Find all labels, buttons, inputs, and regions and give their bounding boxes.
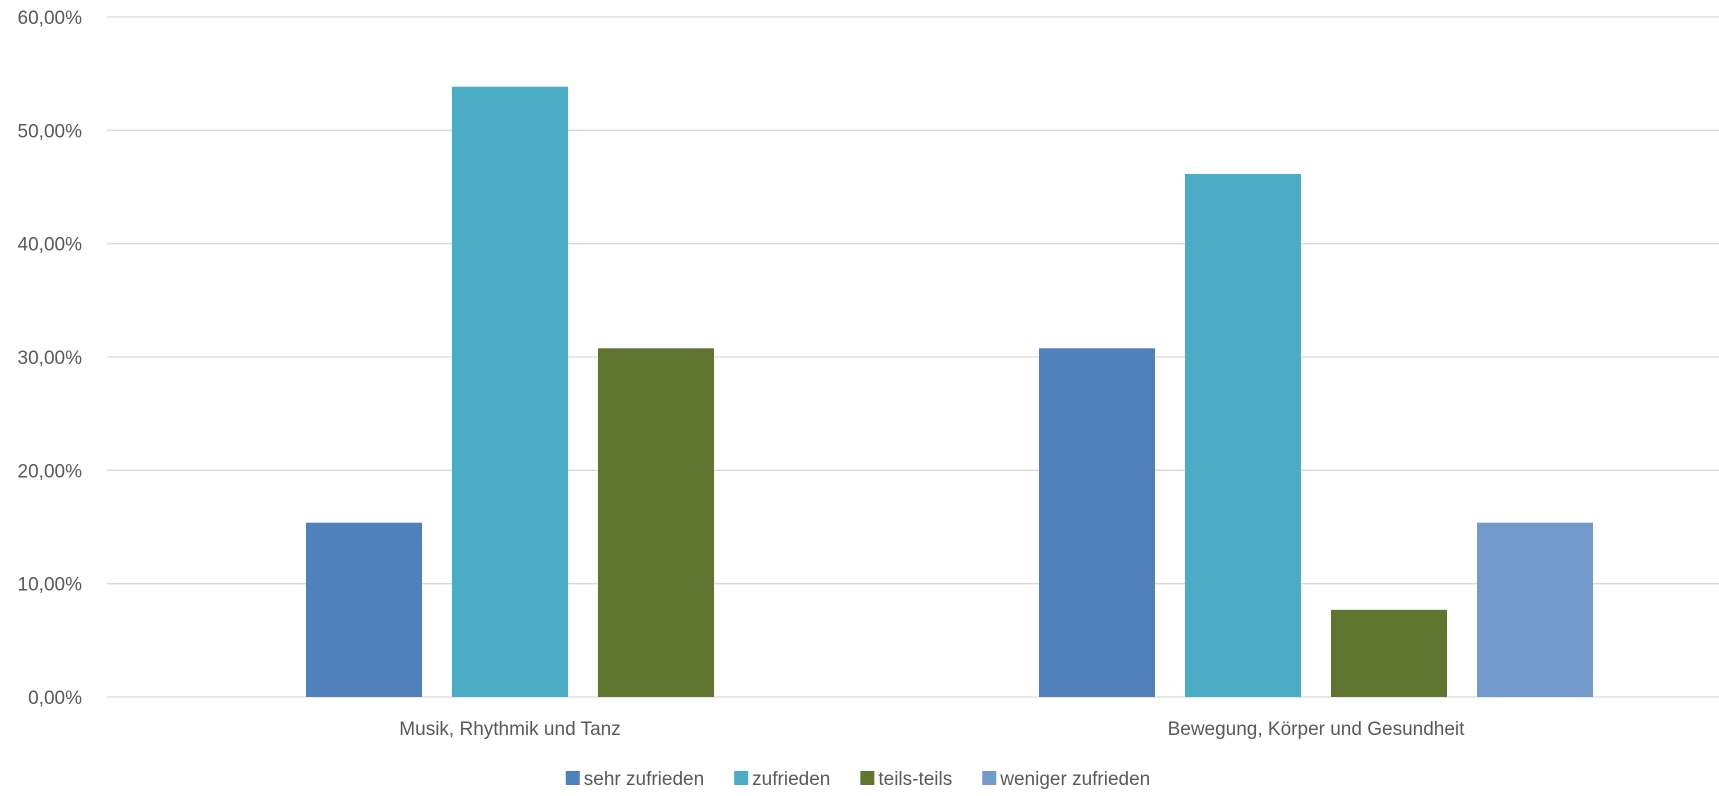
- y-tick-label: 50,00%: [18, 121, 83, 142]
- x-category-label: Musik, Rhythmik und Tanz: [399, 719, 620, 740]
- legend: sehr zufrieden zufrieden teils-teils wenige…: [565, 769, 1150, 790]
- legend-label: teils-teils: [878, 769, 952, 790]
- bar-teils-teils-0: [598, 348, 714, 697]
- bars: [306, 86, 1593, 697]
- legend-label: zufrieden: [752, 769, 830, 790]
- bar-sehr-zufrieden-1: [1039, 348, 1155, 697]
- y-axis-tick-labels: 0,00% 10,00% 20,00% 30,00% 40,00% 50,00% 60,00…: [18, 8, 83, 709]
- bar-weniger-zufrieden-1: [1477, 522, 1593, 697]
- legend-item: weniger zufrieden: [982, 769, 1150, 790]
- y-tick-label: 20,00%: [18, 461, 83, 482]
- y-tick-label: 60,00%: [18, 8, 83, 29]
- x-axis-category-labels: Musik, Rhythmik und Tanz Bewegung, Körper…: [399, 719, 1465, 740]
- y-tick-label: 10,00%: [18, 575, 83, 596]
- x-category-label: Bewegung, Körper und Gesundheit: [1168, 719, 1466, 740]
- y-tick-label: 30,00%: [18, 348, 83, 369]
- bar-zufrieden-0: [452, 86, 568, 697]
- legend-item: teils-teils: [860, 769, 952, 790]
- bar-sehr-zufrieden-0: [306, 522, 422, 697]
- legend-swatch: [860, 771, 875, 785]
- legend-item: zufrieden: [734, 769, 830, 790]
- bar-teils-teils-1: [1331, 609, 1447, 697]
- y-tick-label: 40,00%: [18, 235, 83, 256]
- legend-swatch: [565, 771, 580, 785]
- legend-label: weniger zufrieden: [999, 769, 1150, 790]
- legend-swatch: [982, 771, 997, 785]
- legend-item: sehr zufrieden: [565, 769, 704, 790]
- legend-swatch: [734, 771, 749, 785]
- legend-label: sehr zufrieden: [584, 769, 704, 790]
- bar-zufrieden-1: [1185, 173, 1301, 697]
- y-tick-label: 0,00%: [28, 688, 82, 709]
